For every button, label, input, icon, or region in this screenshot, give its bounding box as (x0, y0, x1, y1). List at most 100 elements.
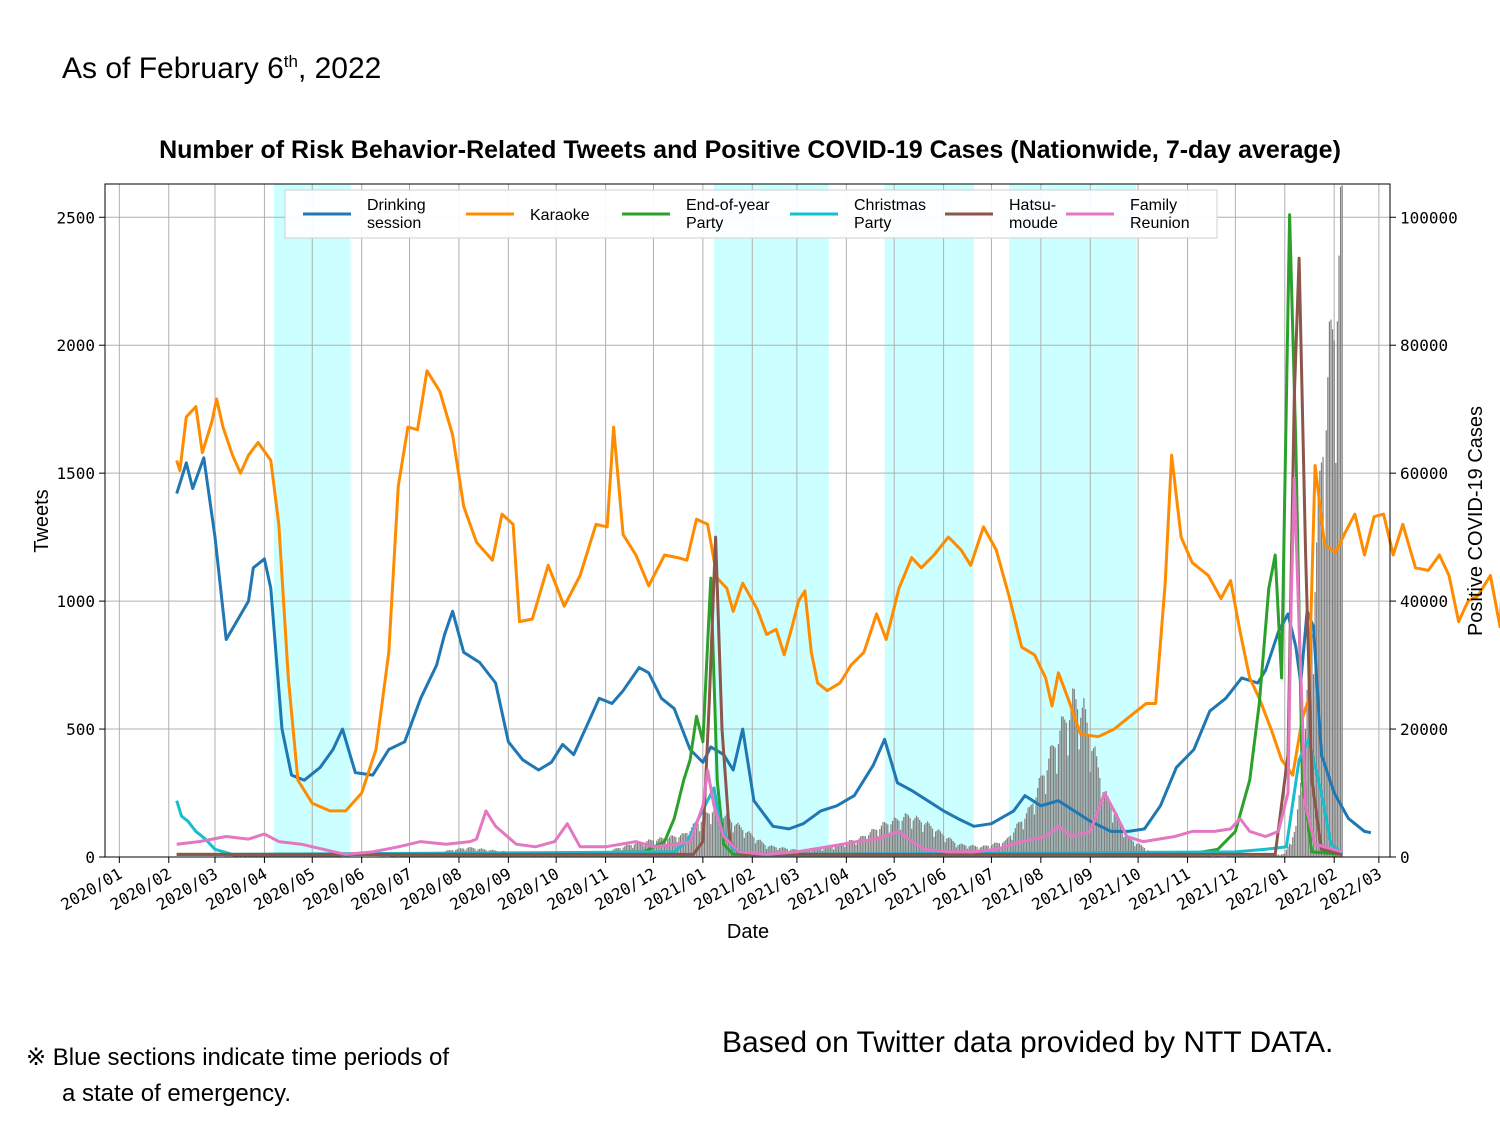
case-bar (694, 822, 696, 857)
case-bar (1233, 855, 1235, 857)
case-bar (1084, 709, 1087, 857)
case-bar (1268, 855, 1270, 857)
case-bar (1280, 854, 1283, 857)
case-bar (845, 843, 847, 857)
case-bar (1202, 855, 1205, 857)
case-bar (1059, 730, 1061, 857)
case-bar (761, 841, 763, 857)
case-bar (895, 817, 897, 857)
case-bar (740, 827, 742, 857)
case-bar (896, 819, 898, 857)
case-bar (1127, 836, 1130, 857)
case-bar (887, 824, 889, 857)
case-bar (1193, 855, 1195, 857)
grid (105, 184, 1390, 857)
case-bar (767, 846, 769, 857)
case-bar (1072, 688, 1074, 857)
case-bar (1293, 831, 1295, 857)
case-bar (689, 831, 691, 857)
case-bar (413, 854, 415, 857)
case-bar (1186, 855, 1189, 857)
case-bar (764, 844, 766, 857)
case-bar (743, 837, 745, 857)
case-bar (1038, 777, 1040, 857)
case-bar (1062, 716, 1064, 857)
case-bar (262, 855, 264, 857)
case-bar (1261, 855, 1264, 857)
case-bar (922, 831, 924, 857)
case-bar (925, 822, 927, 857)
case-bar (772, 845, 774, 857)
case-bar (1089, 771, 1091, 857)
case-bar (1123, 837, 1125, 857)
case-bar (864, 836, 867, 857)
case-bar (1231, 855, 1233, 857)
y-tick-label: 2500 (56, 208, 95, 227)
case-bar (1194, 855, 1197, 857)
case-bar (667, 838, 669, 857)
case-bar (257, 855, 259, 857)
case-bar (665, 843, 667, 857)
case-bar (1239, 855, 1241, 857)
legend-label: End-of-year Party (686, 197, 770, 232)
case-bar (758, 839, 760, 857)
case-bar (1191, 855, 1193, 857)
case-bar (1105, 791, 1107, 857)
case-bar (840, 843, 843, 857)
case-bar (327, 855, 329, 857)
case-bar (1308, 666, 1310, 857)
case-bar (1328, 321, 1331, 857)
case-bar (675, 837, 677, 857)
series-line-family-reunion (176, 476, 1343, 856)
case-bar (861, 835, 863, 857)
case-bar (1209, 855, 1211, 857)
case-bar (719, 814, 721, 857)
legend: Drinking session Karaoke End-of-year Party Ch… (284, 189, 1218, 239)
case-bar (662, 838, 664, 857)
case-bar (1070, 704, 1072, 857)
emergency-band (714, 184, 829, 857)
case-bar (638, 841, 640, 857)
case-bar (337, 855, 339, 857)
case-bar (1056, 773, 1058, 857)
case-bar (297, 855, 299, 857)
case-bar (1104, 793, 1106, 857)
legend-label: Family Reunion (1130, 197, 1190, 232)
y-tick-label: 2000 (56, 336, 95, 355)
case-bar (1080, 717, 1082, 857)
case-bar (1016, 823, 1018, 857)
x-axis: 2020/012020/022020/032020/042020/052020/… (57, 857, 1385, 914)
case-bar (745, 832, 747, 857)
case-bar (882, 822, 884, 857)
case-bar (815, 848, 817, 857)
case-bar (407, 855, 409, 857)
case-bar (1247, 855, 1249, 857)
case-bar (944, 842, 946, 857)
y-tick-label: 1000 (56, 592, 95, 611)
case-bar (899, 829, 902, 857)
case-bar (1129, 837, 1131, 857)
case-bar (1094, 746, 1096, 857)
case-bar (708, 813, 710, 857)
case-bar (1252, 855, 1254, 857)
case-bar (1327, 377, 1329, 857)
case-bar (826, 847, 828, 857)
case-bar (1131, 839, 1133, 857)
case-bar (1249, 855, 1251, 857)
case-bar (1260, 855, 1262, 857)
case-bar (1102, 792, 1104, 857)
case-bar (1322, 456, 1324, 857)
case-bar (1124, 833, 1126, 857)
chart-title: Number of Risk Behavior-Related Tweets a… (159, 136, 1341, 164)
case-bar (1064, 719, 1066, 857)
y-tick-label: 500 (66, 720, 95, 739)
case-bar (265, 855, 267, 857)
case-bar (1051, 744, 1053, 857)
case-bar (730, 822, 733, 857)
case-bar (1037, 788, 1039, 857)
case-bar (1204, 855, 1206, 857)
case-bar (1167, 855, 1169, 857)
case-bar (1060, 716, 1063, 857)
case-bar (1217, 855, 1219, 857)
case-bar (1330, 319, 1332, 858)
